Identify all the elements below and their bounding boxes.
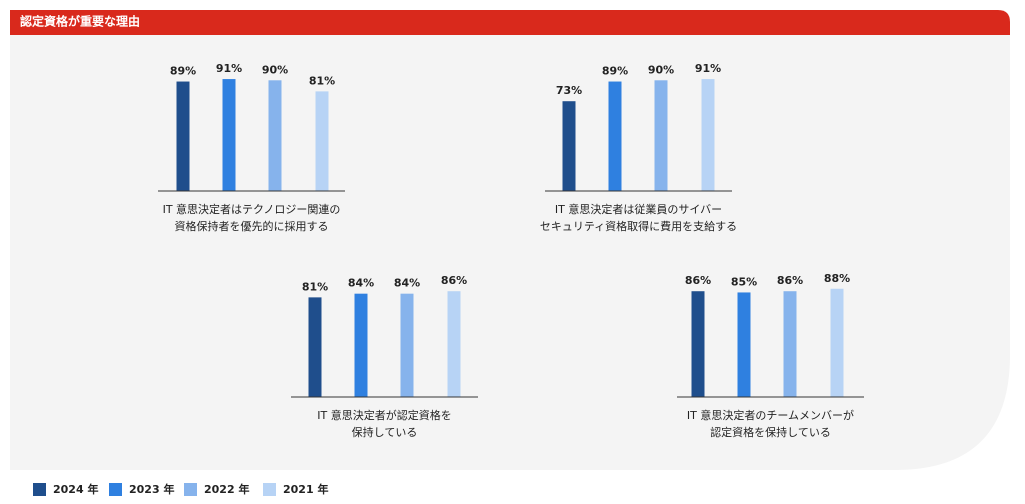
- header-bar: [10, 10, 1010, 35]
- panel: [10, 35, 1010, 470]
- bar: [830, 288, 844, 397]
- value-label: 88%: [824, 272, 850, 285]
- value-label: 84%: [394, 277, 420, 290]
- caption: セキュリティ資格取得に費用を支給する: [540, 219, 737, 233]
- header-title: 認定資格が重要な理由: [20, 14, 140, 29]
- bar: [268, 80, 282, 191]
- value-label: 91%: [695, 62, 721, 75]
- bar: [562, 101, 576, 191]
- legend-swatch: [33, 483, 46, 496]
- legend-swatch: [263, 483, 276, 496]
- value-label: 89%: [170, 65, 196, 78]
- legend-label: 2022 年: [204, 482, 249, 496]
- bar: [400, 293, 414, 397]
- bar: [608, 81, 622, 191]
- bar: [783, 291, 797, 397]
- value-label: 85%: [731, 275, 757, 288]
- caption: 資格保持者を優先的に採用する: [175, 219, 329, 233]
- bar: [176, 81, 190, 191]
- legend-swatch: [184, 483, 197, 496]
- caption: IT 意思決定者はテクノロジー関連の: [163, 202, 341, 216]
- bar: [354, 293, 368, 397]
- caption: 保持している: [352, 425, 418, 439]
- caption: IT 意思決定者が認定資格を: [317, 408, 451, 422]
- bar: [315, 91, 329, 191]
- value-label: 84%: [348, 277, 374, 290]
- value-label: 81%: [302, 280, 328, 293]
- legend-label: 2021 年: [283, 482, 328, 496]
- value-label: 91%: [216, 62, 242, 75]
- legend-label: 2023 年: [129, 482, 174, 496]
- legend-swatch: [109, 483, 122, 496]
- bar: [701, 79, 715, 191]
- caption: IT 意思決定者のチームメンバーが: [687, 408, 854, 422]
- value-label: 81%: [309, 74, 335, 87]
- value-label: 90%: [648, 63, 674, 76]
- caption: IT 意思決定者は従業員のサイバー: [555, 202, 722, 216]
- value-label: 73%: [556, 84, 582, 97]
- value-label: 86%: [441, 274, 467, 287]
- bar: [737, 292, 751, 397]
- bar: [691, 291, 705, 397]
- legend-label: 2024 年: [53, 482, 98, 496]
- value-label: 89%: [602, 65, 628, 78]
- value-label: 86%: [777, 274, 803, 287]
- bar: [447, 291, 461, 397]
- value-label: 90%: [262, 63, 288, 76]
- caption: 認定資格を保持している: [710, 425, 831, 439]
- bar: [654, 80, 668, 191]
- value-label: 86%: [685, 274, 711, 287]
- bar: [308, 297, 322, 397]
- bar: [222, 79, 236, 191]
